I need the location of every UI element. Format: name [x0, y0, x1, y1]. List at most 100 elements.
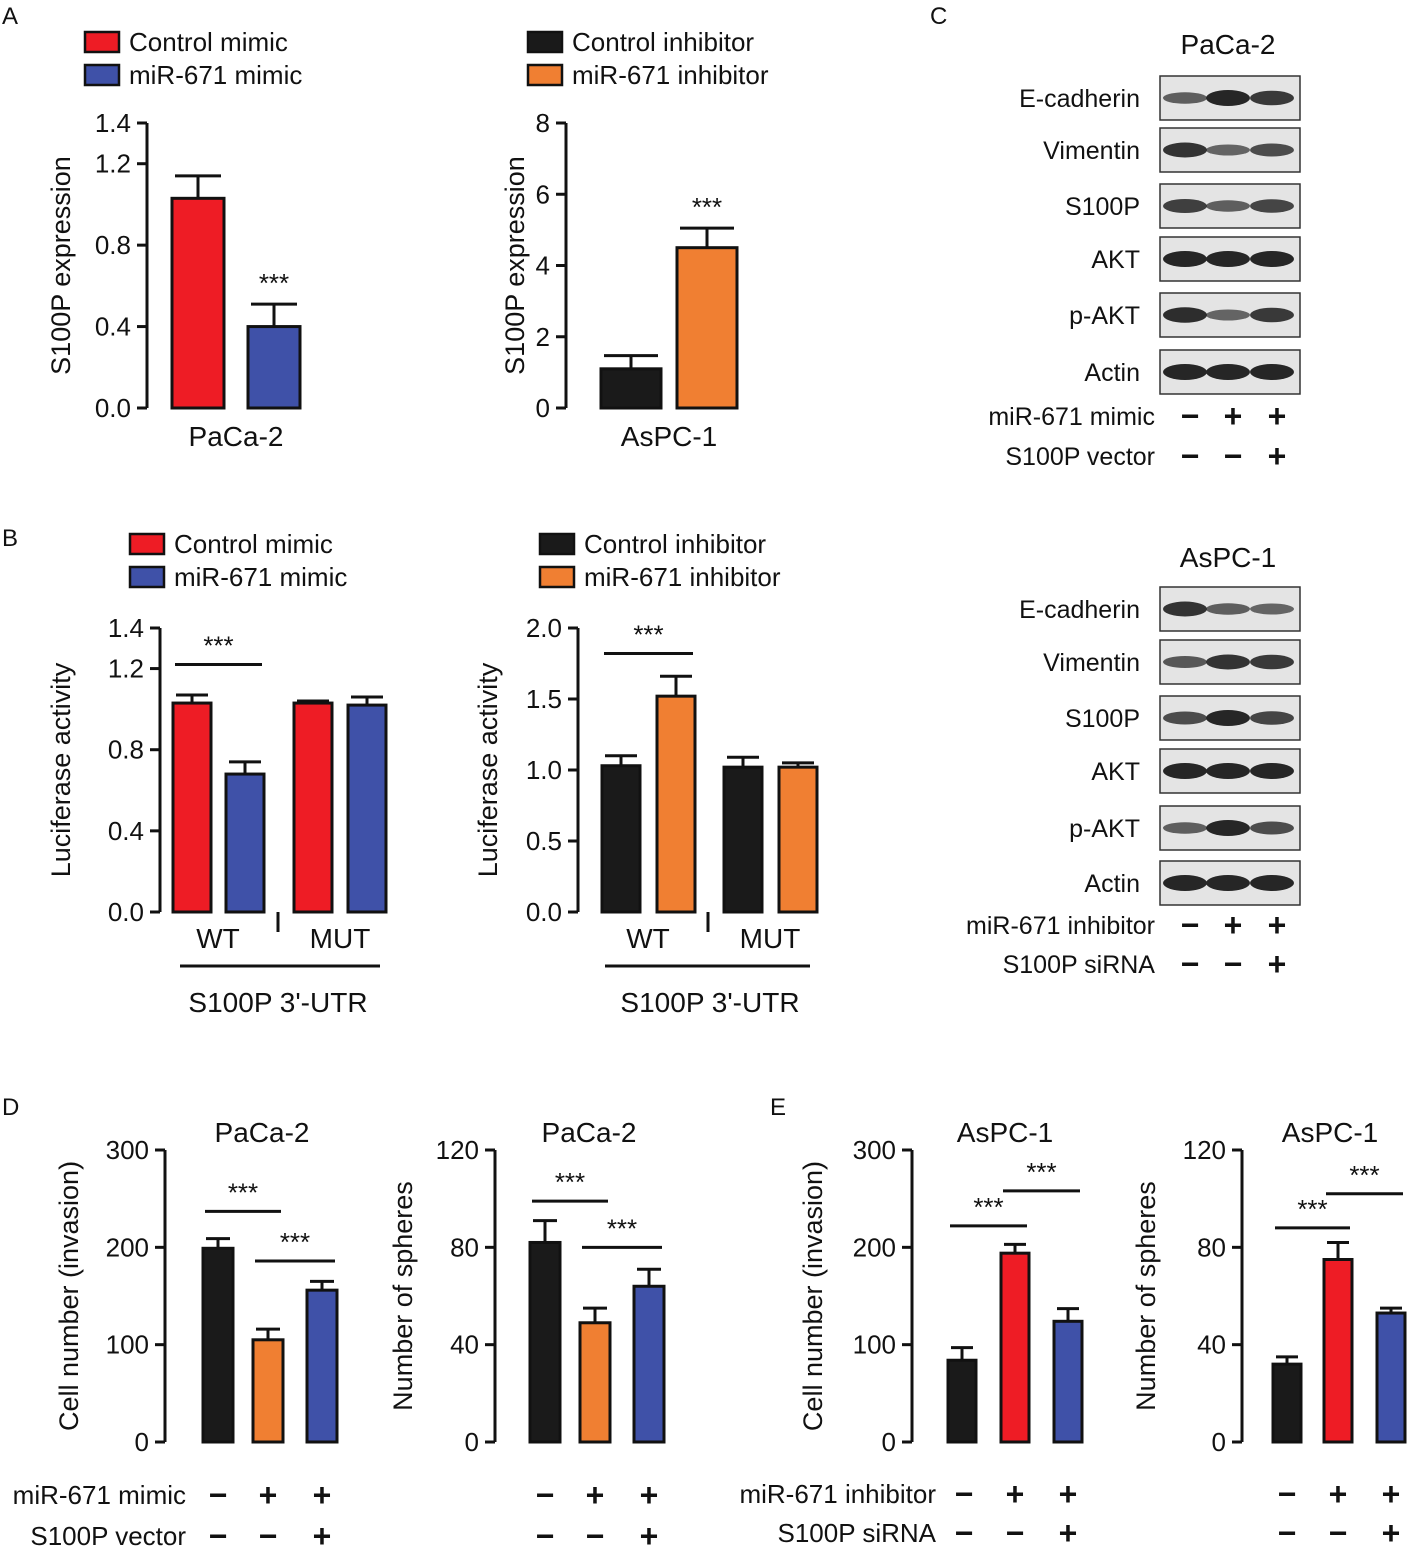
y-tick-label: 1.2: [108, 654, 144, 684]
bar: [632, 1284, 666, 1444]
blot-row-label: S100P: [1065, 193, 1140, 221]
y-tick-label: 100: [106, 1330, 149, 1360]
y-axis-label: S100P expression: [46, 156, 76, 375]
d-right-condition-sign: −: [586, 1518, 605, 1548]
bar: [655, 694, 697, 914]
panel-letter-d: D: [2, 1094, 19, 1121]
y-tick-label: 0.4: [95, 312, 131, 342]
blot-band: [1206, 251, 1250, 267]
d-left-condition-sign: +: [313, 1477, 332, 1513]
y-tick-label: 0.8: [95, 230, 131, 260]
y-tick-label: 6: [536, 179, 550, 209]
western-blots-layer: PaCa-2 E-cadherin Vimentin S100P AKT p-AKT Act…: [966, 29, 1301, 982]
bar: [292, 701, 334, 914]
y-axis-label: Cell number (invasion): [798, 1161, 828, 1431]
chart-d1: 0 100 200 300 Cell number (invasion) PaCa-2 **…: [54, 1117, 339, 1457]
blot-band: [1206, 875, 1250, 891]
blot-band: [1163, 601, 1207, 617]
y-tick-label: 120: [1183, 1135, 1226, 1165]
blot-band: [1163, 875, 1207, 891]
legend-swatch: [538, 532, 576, 556]
e-left-condition-sign: +: [1059, 1515, 1078, 1548]
blot-condition-sign: +: [1268, 398, 1287, 434]
blot-band: [1250, 364, 1294, 380]
bar: [1052, 1319, 1084, 1444]
blot-row-label: AKT: [1091, 758, 1140, 786]
blot-condition-sign: −: [1181, 438, 1200, 474]
d-left-condition-sign: −: [259, 1518, 278, 1548]
legend-swatch: [526, 63, 564, 87]
legend-label: miR-671 inhibitor: [572, 60, 769, 90]
blot-condition-label: S100P vector: [1005, 443, 1155, 471]
e-left-condition-sign: +: [1059, 1476, 1078, 1512]
x-axis-label: PaCa-2: [189, 421, 284, 452]
y-tick-label: 4: [536, 251, 550, 281]
bar: [1271, 1362, 1303, 1444]
chart-d2: 0 40 80 120 Number of spheres PaCa-2 *** ***: [388, 1117, 666, 1457]
bar: [528, 1240, 562, 1444]
y-axis-label: S100P expression: [500, 156, 530, 375]
blot-band: [1250, 711, 1294, 725]
group-label: WT: [626, 923, 670, 954]
blot-panel-2: AsPC-1 E-cadherin Vimentin S100P AKT p-AKT Act…: [966, 542, 1301, 982]
blot-row-label: S100P: [1065, 705, 1140, 733]
legend-swatch: [526, 30, 564, 54]
y-tick-label: 0.0: [526, 897, 562, 927]
chart-title: AsPC-1: [957, 1117, 1053, 1148]
y-tick-label: 200: [106, 1232, 149, 1262]
significance-stars: ***: [555, 1167, 585, 1197]
significance-stars: ***: [259, 268, 289, 298]
d-right-condition-sign: +: [640, 1518, 659, 1548]
blot-condition-label: miR-671 mimic: [988, 403, 1155, 431]
d-right-condition-sign: +: [640, 1477, 659, 1513]
y-tick-label: 0: [1212, 1427, 1226, 1457]
blot-band: [1250, 143, 1294, 157]
d-left-condition-sign: −: [209, 1477, 228, 1513]
legend-swatch: [128, 565, 166, 589]
e-left-condition-label: S100P siRNA: [778, 1518, 937, 1548]
significance-stars: ***: [607, 1213, 637, 1243]
d-left-condition-label: miR-671 mimic: [13, 1480, 186, 1510]
e-right-condition-sign: +: [1382, 1515, 1401, 1548]
significance-stars: ***: [1297, 1194, 1327, 1224]
blot-band: [1206, 820, 1250, 836]
blot-band: [1250, 763, 1294, 779]
y-tick-label: 0.0: [95, 393, 131, 423]
bar: [999, 1251, 1031, 1444]
chart-b2: 0.0 0.5 1.0 1.5 2.0 Luciferase activity *** Con…: [473, 529, 819, 1018]
blot-condition-sign: −: [1181, 946, 1200, 982]
e-right-condition-sign: −: [1278, 1476, 1297, 1512]
e-right-condition-sign: +: [1329, 1476, 1348, 1512]
significance-stars: ***: [973, 1192, 1003, 1222]
legend-label: miR-671 inhibitor: [584, 562, 781, 592]
blot-band: [1206, 364, 1250, 380]
chart-b1: 0.0 0.4 0.8 1.2 1.4 Luciferase activity *** Con…: [46, 529, 388, 1018]
y-tick-label: 0: [536, 393, 550, 423]
blot-row-label: p-AKT: [1069, 815, 1140, 843]
charts-layer: 0.0 0.4 0.8 1.2 1.4 S100P expression *** Contro…: [46, 27, 1407, 1457]
y-tick-label: 0.4: [108, 816, 144, 846]
significance-stars: ***: [228, 1177, 258, 1207]
bar: [675, 246, 739, 410]
chart-title: PaCa-2: [215, 1117, 310, 1148]
legend-swatch: [128, 532, 166, 556]
group-label: MUT: [310, 923, 371, 954]
bar: [224, 772, 266, 914]
blot-condition-sign: +: [1224, 398, 1243, 434]
panel-letter-b: B: [2, 525, 18, 552]
significance-stars: ***: [280, 1227, 310, 1257]
blot-condition-sign: −: [1224, 946, 1243, 982]
blot-band: [1206, 763, 1250, 779]
y-axis-label: Luciferase activity: [473, 662, 503, 877]
y-tick-label: 1.2: [95, 149, 131, 179]
blot-row-label: p-AKT: [1069, 302, 1140, 330]
d-right-condition-sign: −: [536, 1518, 555, 1548]
legend-label: Control inhibitor: [572, 27, 754, 57]
blot-title: PaCa-2: [1181, 29, 1276, 60]
blot-panel-1: PaCa-2 E-cadherin Vimentin S100P AKT p-AKT Act…: [988, 29, 1301, 474]
blot-condition-sign: +: [1268, 438, 1287, 474]
blot-row-label: AKT: [1091, 246, 1140, 274]
blot-band: [1206, 200, 1250, 212]
d-left-condition-label: S100P vector: [30, 1521, 186, 1548]
